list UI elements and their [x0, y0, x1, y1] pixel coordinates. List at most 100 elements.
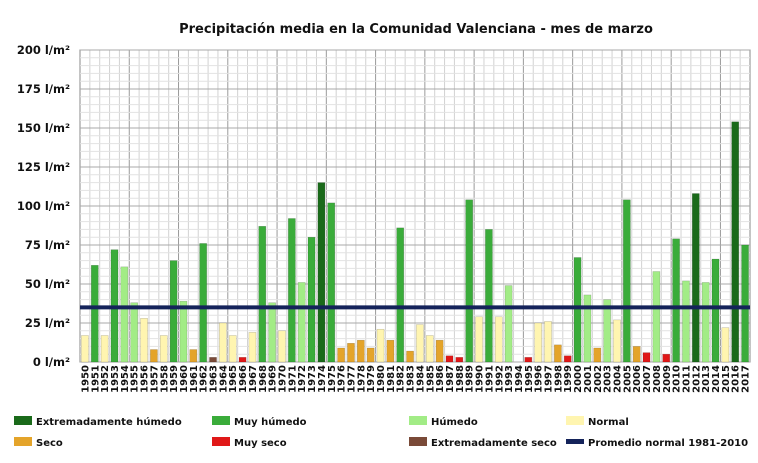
bar-1965 [228, 335, 237, 363]
x-tick-label: 1976 [337, 365, 348, 393]
bar-1997 [544, 321, 552, 363]
x-tick-label: 2011 [681, 365, 692, 393]
bar-1957 [150, 349, 158, 363]
bar-1981 [386, 339, 395, 363]
x-tick-label: 1979 [366, 365, 377, 393]
bar-1984 [416, 324, 424, 363]
bar-1992 [494, 316, 503, 363]
legend-swatch-seco [14, 437, 32, 446]
x-tick-label: 1957 [149, 365, 160, 393]
x-tick-label: 1965 [228, 365, 239, 393]
bar-1993 [504, 285, 513, 363]
bar-2009 [662, 353, 671, 363]
bar-1988 [455, 357, 464, 363]
legend-label-normal: Normal [588, 417, 629, 428]
x-tick-label: 1972 [297, 365, 308, 393]
bar-1958 [159, 335, 168, 363]
x-tick-label: 1953 [110, 365, 121, 393]
x-tick-label: 1968 [258, 365, 269, 393]
x-tick-label: 1994 [514, 365, 525, 393]
bar-1998 [554, 344, 562, 363]
bar-2007 [642, 352, 651, 363]
x-tick-label: 2008 [652, 365, 663, 393]
bar-1987 [445, 355, 454, 363]
x-tick-label: 1998 [553, 365, 564, 393]
bar-2004 [613, 319, 621, 363]
bar-1966 [238, 357, 247, 363]
x-tick-label: 1956 [140, 365, 151, 393]
legend-swatch-average [566, 439, 584, 444]
bar-1982 [396, 227, 405, 363]
bar-1952 [100, 335, 109, 363]
bar-2001 [583, 294, 592, 363]
bar-2000 [573, 257, 582, 363]
x-tick-label: 1966 [238, 365, 249, 393]
bar-2015 [721, 327, 730, 363]
bar-1967 [248, 332, 257, 363]
legend-label-muy_humedo: Muy húmedo [234, 416, 307, 428]
y-tick-label: 50 l/m² [25, 277, 70, 291]
x-tick-label: 1967 [248, 365, 259, 393]
legend-label-ext_seco: Extremadamente seco [431, 438, 557, 449]
x-tick-label: 2012 [691, 365, 702, 393]
x-tick-label: 2007 [642, 365, 653, 393]
bar-2012 [692, 193, 700, 363]
x-tick-label: 2016 [731, 365, 742, 393]
bar-2014 [711, 258, 720, 363]
bar-1950 [81, 335, 89, 363]
chart-title: Precipitación media en la Comunidad Vale… [179, 22, 653, 37]
x-tick-label: 1952 [100, 365, 111, 393]
x-tick-label: 1980 [376, 365, 387, 393]
bar-1960 [179, 300, 188, 363]
y-tick-label: 175 l/m² [17, 82, 70, 96]
x-tick-label: 2002 [593, 365, 604, 393]
legend-swatch-normal [566, 416, 584, 425]
x-tick-label: 1951 [90, 365, 101, 393]
bar-1977 [347, 343, 355, 363]
bar-1964 [219, 322, 227, 363]
bar-2013 [701, 282, 710, 363]
x-tick-label: 2000 [573, 365, 584, 393]
y-tick-label: 150 l/m² [17, 121, 70, 135]
x-tick-label: 1992 [494, 365, 505, 393]
x-tick-label: 1954 [120, 365, 131, 393]
x-tick-label: 1991 [484, 365, 495, 393]
x-tick-label: 2001 [583, 365, 594, 393]
y-tick-label: 125 l/m² [17, 160, 70, 174]
x-tick-label: 1983 [406, 365, 417, 393]
x-tick-label: 1993 [504, 365, 515, 393]
bar-1989 [465, 199, 473, 363]
bar-1959 [169, 260, 178, 363]
bar-2008 [652, 271, 661, 363]
bar-1972 [297, 282, 306, 363]
x-tick-label: 1985 [425, 365, 436, 393]
x-tick-label: 2015 [721, 365, 732, 393]
bar-2011 [682, 280, 690, 363]
y-tick-label: 200 l/m² [17, 43, 70, 57]
x-tick-label: 1963 [209, 365, 220, 393]
x-tick-label: 1958 [159, 365, 170, 393]
x-tick-label: 2004 [612, 365, 623, 393]
bar-1979 [366, 347, 375, 363]
x-tick-label: 1986 [435, 365, 446, 393]
x-tick-label: 1996 [534, 365, 545, 393]
bar-1990 [475, 316, 483, 363]
x-tick-label: 1977 [346, 365, 357, 393]
bar-1974 [317, 182, 326, 363]
y-tick-label: 100 l/m² [17, 199, 70, 213]
legend-label-seco: Seco [36, 438, 63, 449]
x-tick-label: 1997 [544, 365, 555, 393]
bar-2003 [603, 299, 611, 363]
bar-1978 [357, 339, 365, 363]
x-tick-label: 2013 [701, 365, 712, 393]
x-tick-label: 1984 [415, 365, 426, 393]
x-tick-label: 1989 [465, 365, 476, 393]
x-tick-label: 1955 [130, 365, 141, 393]
legend-label-humedo: Húmedo [431, 416, 478, 428]
x-tick-label: 1973 [307, 365, 318, 393]
y-tick-label: 25 l/m² [25, 316, 70, 330]
bar-1986 [435, 339, 444, 363]
legend-swatch-muy_seco [212, 437, 230, 446]
legend-swatch-ext_humedo [14, 416, 32, 425]
x-tick-label: 1964 [218, 365, 229, 393]
